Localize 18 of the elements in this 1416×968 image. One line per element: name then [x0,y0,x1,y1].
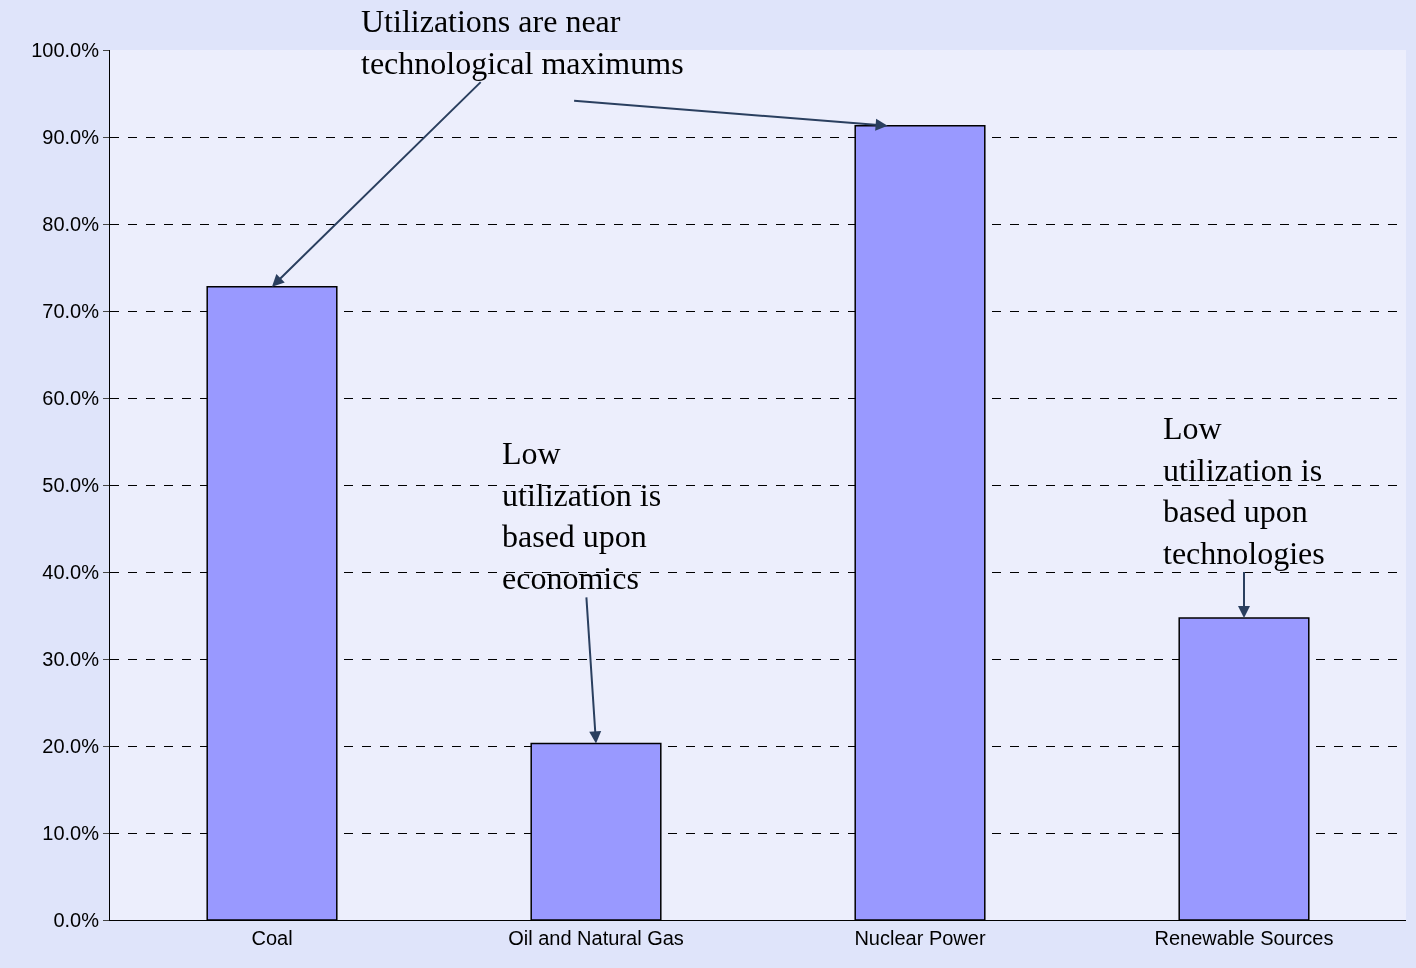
y-tick-label: 40.0% [42,561,100,583]
y-tick-label: 30.0% [42,648,100,670]
annotation: Low utilization is based upon technologies [1163,410,1325,571]
x-tick-label: Coal [251,927,293,949]
x-tick-label: Renewable Sources [1154,927,1334,949]
y-tick-label: 100.0% [31,39,100,61]
y-tick-label: 60.0% [42,387,100,409]
y-tick-label: 20.0% [42,735,100,757]
annotation: Utilizations are near technological maximums [361,3,684,81]
y-tick-label: 80.0% [42,213,100,235]
y-tick-label: 50.0% [42,474,100,496]
annotation: Low utilization is based upon economics [502,435,662,596]
x-tick-label: Oil and Natural Gas [508,927,684,949]
x-tick-label: Nuclear Power [854,927,986,949]
y-tick-label: 70.0% [42,300,100,322]
y-tick-label: 10.0% [42,822,100,844]
y-tick-label: 90.0% [42,126,100,148]
y-tick-label: 0.0% [53,909,100,931]
